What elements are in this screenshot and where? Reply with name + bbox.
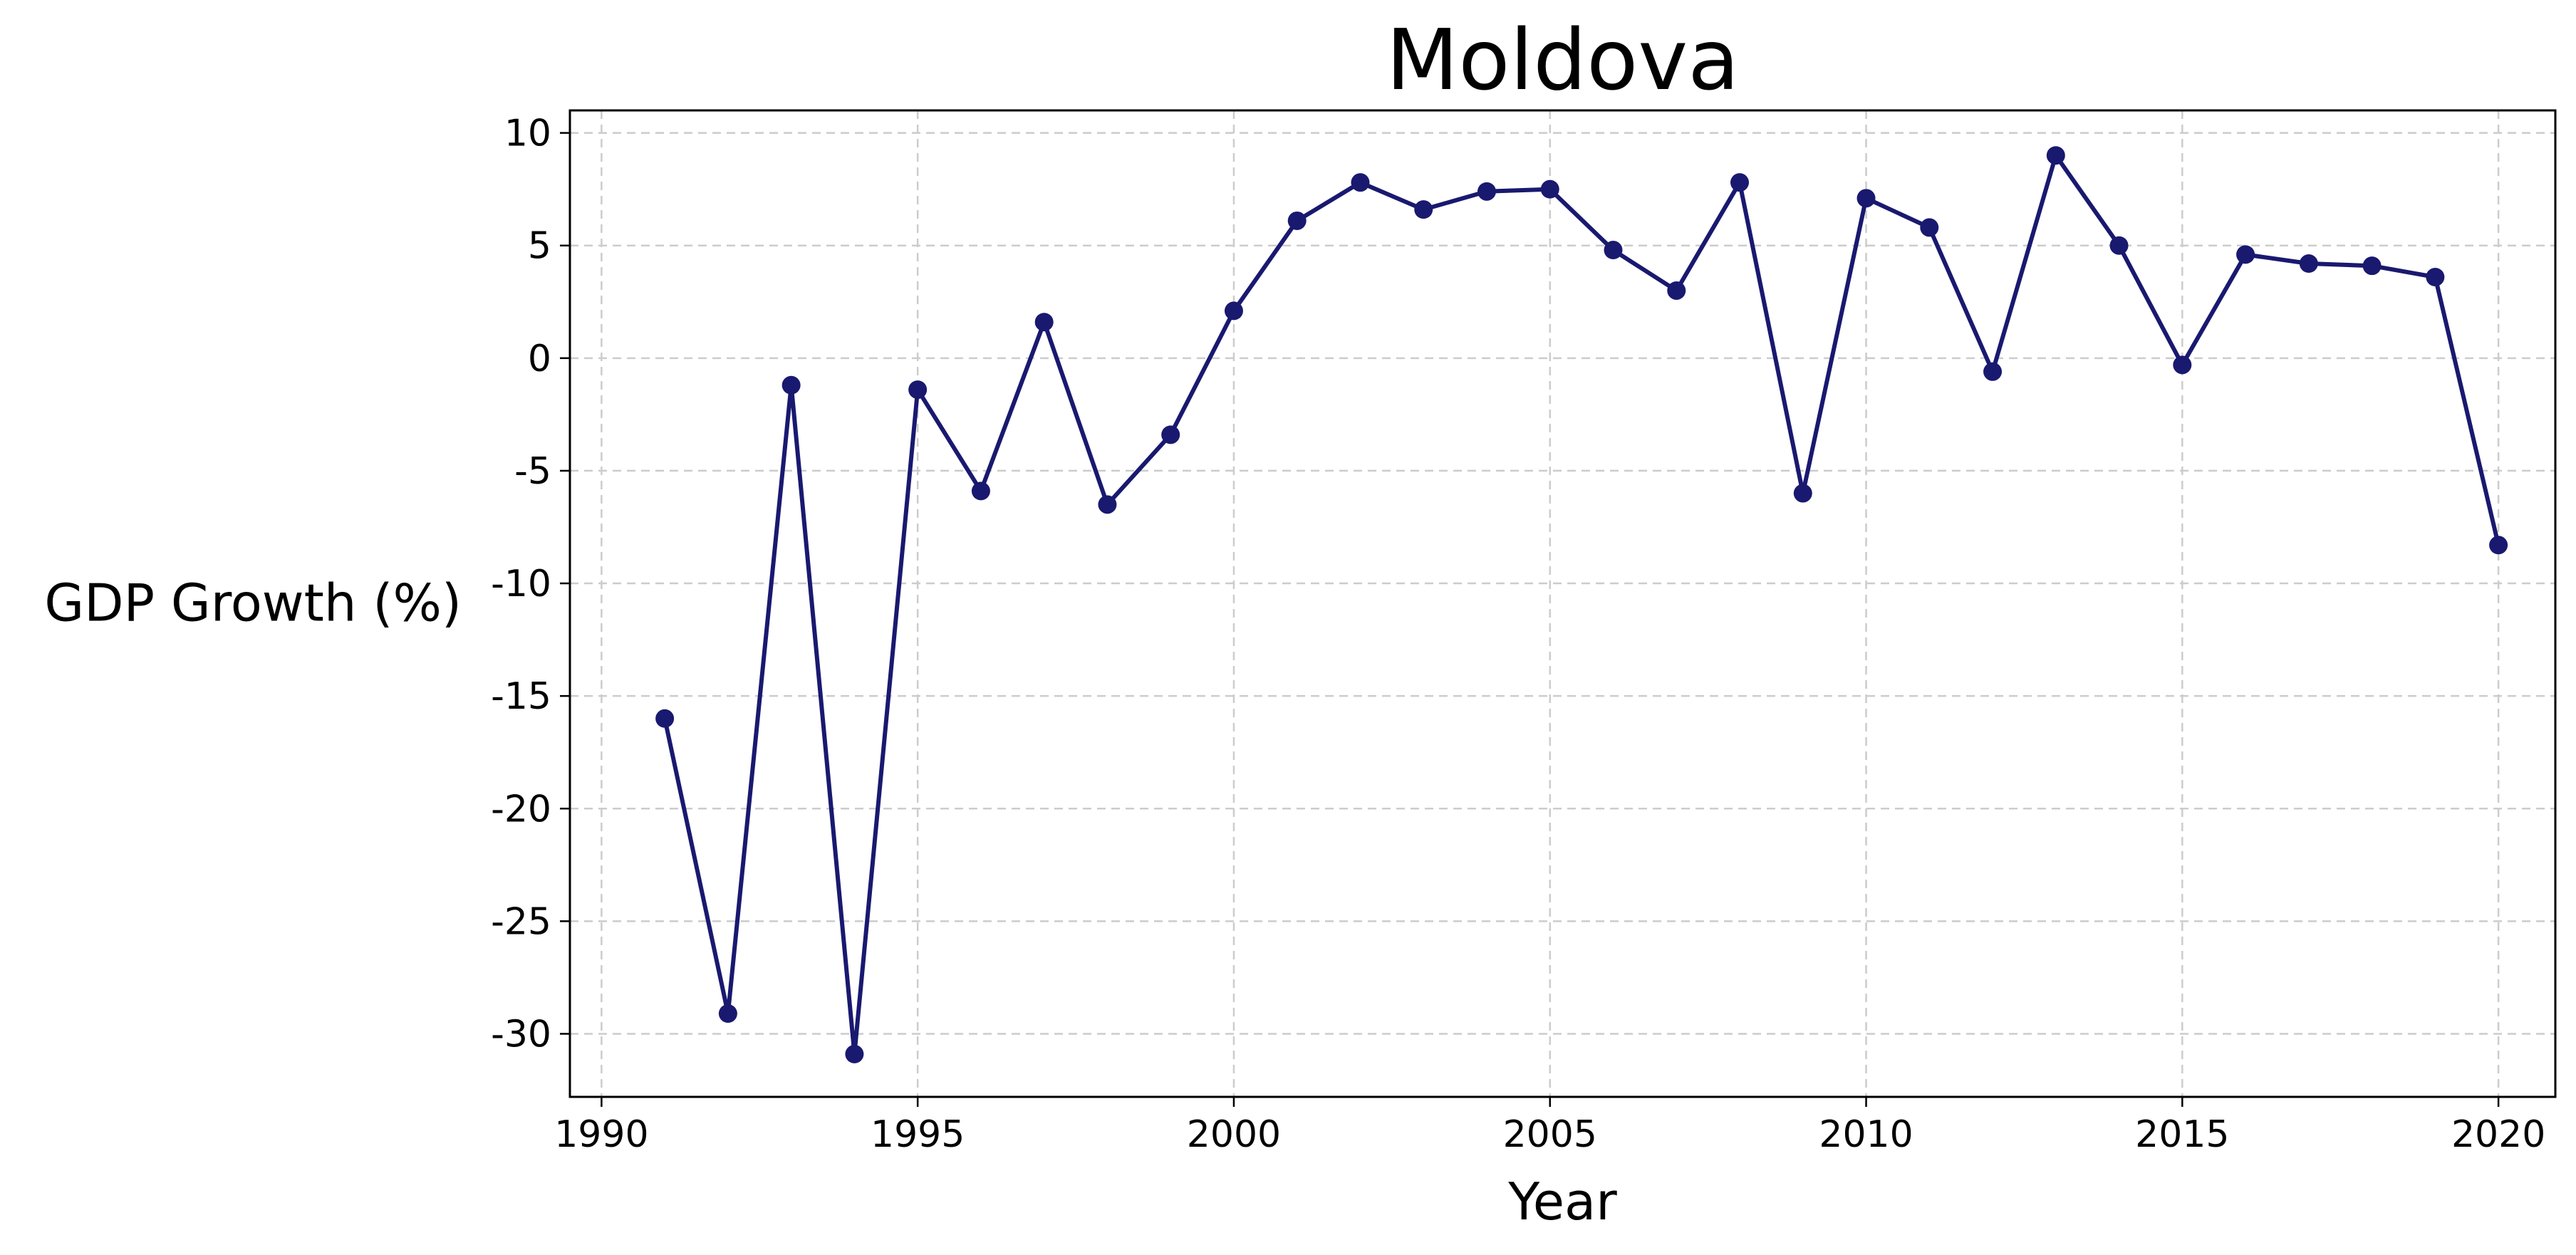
series-line bbox=[663, 153, 2501, 1056]
x-tick-label: 2000 bbox=[1187, 1113, 1281, 1156]
data-point bbox=[1351, 173, 1370, 192]
plot-area-frame bbox=[568, 109, 2557, 1098]
data-point bbox=[1793, 484, 1812, 503]
x-axis-label: Year bbox=[1507, 1172, 1617, 1231]
x-tick-label: 1990 bbox=[554, 1113, 648, 1156]
y-tick-label: -15 bbox=[491, 675, 551, 718]
chart-title: Moldova bbox=[1386, 11, 1739, 109]
data-point bbox=[2046, 146, 2065, 165]
data-point bbox=[2236, 245, 2255, 264]
data-point bbox=[1098, 495, 1117, 514]
data-point bbox=[2109, 236, 2129, 255]
axis-ticks: 1990 1995 2000 2005 2010 2015 2020 10 5 0 -5 -10 -15… bbox=[491, 113, 2545, 1156]
x-tick-label: 1995 bbox=[871, 1113, 965, 1156]
data-point bbox=[2362, 256, 2382, 276]
data-point bbox=[845, 1044, 864, 1063]
data-point bbox=[2489, 536, 2508, 555]
x-tick-label: 2020 bbox=[2451, 1113, 2545, 1156]
y-tick-label: -10 bbox=[491, 563, 551, 605]
x-tick-label: 2010 bbox=[1819, 1113, 1913, 1156]
y-axis-label: GDP Growth (%) bbox=[44, 573, 462, 633]
y-tick-label: 0 bbox=[528, 338, 551, 380]
data-point bbox=[2299, 254, 2318, 274]
data-point bbox=[718, 1004, 737, 1024]
data-point bbox=[1730, 173, 1750, 192]
data-point bbox=[1540, 179, 1559, 199]
data-point bbox=[1920, 218, 1939, 237]
y-tick-label: -30 bbox=[491, 1013, 551, 1056]
data-point bbox=[1856, 189, 1876, 208]
data-point bbox=[655, 709, 675, 728]
data-point bbox=[971, 481, 990, 501]
y-tick-label: -20 bbox=[491, 788, 551, 830]
data-point bbox=[1477, 182, 1496, 201]
y-tick-label: -5 bbox=[514, 450, 551, 493]
data-point bbox=[1983, 362, 2003, 381]
data-point bbox=[2426, 267, 2445, 286]
y-tick-label: 10 bbox=[504, 113, 551, 155]
data-point bbox=[1224, 301, 1243, 321]
data-point bbox=[781, 375, 801, 395]
data-point bbox=[908, 380, 928, 400]
data-point bbox=[1414, 200, 1433, 219]
y-tick-label: -25 bbox=[491, 900, 551, 943]
x-tick-label: 2015 bbox=[2135, 1113, 2229, 1156]
x-tick-label: 2005 bbox=[1503, 1113, 1597, 1156]
data-point bbox=[1034, 313, 1054, 332]
data-point bbox=[1161, 425, 1180, 444]
data-point bbox=[1604, 241, 1623, 260]
data-series bbox=[655, 146, 2508, 1063]
data-point bbox=[1667, 281, 1686, 300]
y-tick-label: 5 bbox=[528, 225, 551, 268]
data-point bbox=[1287, 211, 1307, 230]
data-point bbox=[2173, 355, 2192, 375]
